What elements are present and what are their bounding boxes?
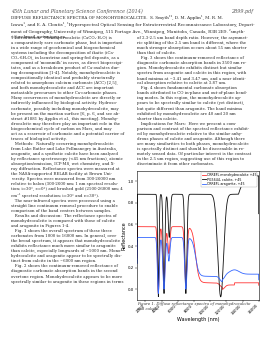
CRREFL aragonite, +45 [136,261,139,265]
PG5644, calcite, +45 [136,240,139,244]
CRREFL monohydrocalcite +45 [158,256,161,261]
CRREFL monohydrocalcite +45 [136,225,139,229]
CRREFL aragonite, +45 [257,278,260,282]
Line: CRREFL monohydrocalcite +45: CRREFL monohydrocalcite +45 [137,227,259,294]
CRREFL monohydrocalcite +45 [182,235,185,239]
PG5644, calcite, +45 [219,295,222,299]
CRREFL monohydrocalcite +45 [136,256,139,260]
PG5644, calcite, +45 [215,223,218,227]
CRREFL aragonite, +45 [226,271,229,275]
Text: 45th Lunar and Planetary Science Conference (2014): 45th Lunar and Planetary Science Confere… [11,9,142,14]
PG5644, calcite, +45 [209,192,212,196]
CRREFL monohydrocalcite +45 [235,281,239,285]
Line: CRREFL aragonite, +45: CRREFL aragonite, +45 [137,237,259,294]
CRREFL monohydrocalcite +45 [226,283,229,287]
CRREFL aragonite, +45 [182,244,185,249]
PG5644, calcite, +45 [158,228,161,232]
Line: PG5644, calcite, +45: PG5644, calcite, +45 [137,176,259,297]
CRREFL aragonite, +45 [136,235,139,239]
Y-axis label: Reflectance: Reflectance [121,221,126,250]
Text: Figure 1. Diffuse reflectance spectra of monohydrocalcite
and calcite.: Figure 1. Diffuse reflectance spectra of… [137,302,251,311]
CRREFL monohydrocalcite +45 [209,281,212,285]
Text: 2899.pdf: 2899.pdf [232,9,253,14]
Legend: CRREFL monohydrocalcite +45, PG5644, calcite, +45, CRREFL aragonite, +45: CRREFL monohydrocalcite +45, PG5644, cal… [201,172,257,187]
Text: DIFFUSE REFLECTANCE SPECTRA OF MONOHYDROCALCITE.  S. Smyth¹², D. M. Applin¹, M. : DIFFUSE REFLECTANCE SPECTRA OF MONOHYDRO… [11,15,254,39]
X-axis label: Wavelength (nm): Wavelength (nm) [177,316,219,322]
CRREFL aragonite, +45 [235,268,239,272]
CRREFL monohydrocalcite +45 [157,292,160,296]
PG5644, calcite, +45 [257,212,260,216]
PG5644, calcite, +45 [182,203,185,207]
CRREFL aragonite, +45 [215,275,218,279]
CRREFL aragonite, +45 [157,292,160,296]
CRREFL monohydrocalcite +45 [257,283,260,287]
CRREFL monohydrocalcite +45 [215,281,218,285]
Text: Introduction:  Monohydrocalcite (CaCO₃·H₂O) is
a comparatively rare carbonate ph: Introduction: Monohydrocalcite (CaCO₃·H₂… [11,36,124,284]
CRREFL aragonite, +45 [209,274,212,278]
Text: of 2.3-2.5 um band depth ratio. However, the asymmet-
ric splitting of the 2.5 u: of 2.3-2.5 um band depth ratio. However,… [137,36,252,166]
CRREFL aragonite, +45 [158,265,161,269]
PG5644, calcite, +45 [226,196,229,201]
PG5644, calcite, +45 [248,174,251,178]
PG5644, calcite, +45 [235,192,239,196]
